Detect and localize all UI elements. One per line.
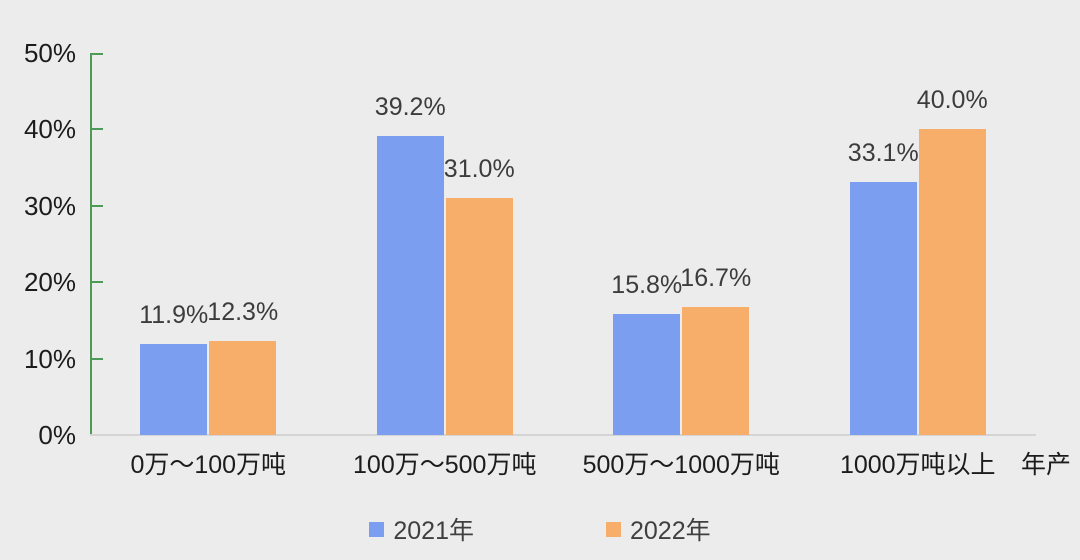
y-axis-tick-label: 30% — [23, 190, 76, 221]
y-axis-tick-label: 40% — [23, 114, 76, 145]
x-axis-label: 0万～100万吨 — [130, 451, 287, 479]
y-axis-tick-label: 10% — [23, 343, 76, 374]
bar-value-label: 12.3% — [207, 298, 279, 327]
bar-s0-c1 — [376, 135, 444, 435]
bar-value-label: 39.2% — [374, 92, 446, 121]
y-axis-tick-label: 20% — [23, 267, 76, 298]
bar-s1-c2 — [682, 307, 750, 435]
bar-s0-c3 — [849, 182, 917, 435]
bar-value-label: 33.1% — [847, 139, 919, 168]
bar-value-label: 31.0% — [443, 155, 515, 184]
legend-label: 2021年 — [393, 517, 474, 545]
y-axis-tick — [92, 204, 103, 207]
y-axis-tick-label: 50% — [23, 38, 76, 68]
y-axis-tick — [92, 128, 103, 131]
y-axis-tick — [92, 281, 103, 284]
y-axis-tick-label: 0% — [38, 420, 76, 450]
bar-value-label: 11.9% — [139, 301, 209, 330]
bar-value-label: 40.0% — [916, 86, 988, 115]
bar-s0-c0 — [140, 344, 208, 435]
bar-value-label: 15.8% — [611, 271, 683, 300]
plot-area: 11.9% 12.3% 39.2% 31.0% 15.8% 16.7% 33.1% 40.0% — [90, 53, 1036, 436]
y-axis-tick — [92, 357, 103, 360]
x-axis-label: 500万～1000万吨 — [582, 451, 780, 479]
x-axis-baseline — [90, 434, 1036, 436]
bar-s1-c0 — [209, 341, 277, 435]
x-axis-title: 年产 — [1021, 451, 1072, 479]
legend-item-2022年: 2022年 — [606, 511, 711, 547]
legend-item-2021年: 2021年 — [369, 511, 474, 547]
x-axis-labels: 0万～100万吨 100万～500万吨 500万～1000万吨 1000万吨以上 — [90, 451, 1036, 483]
y-axis-tick — [92, 53, 103, 55]
x-axis-label: 1000万吨以上 — [839, 451, 996, 479]
y-axis-labels: 0% 10% 20% 30% 40% 50% — [0, 38, 76, 450]
x-axis-label: 100万～500万吨 — [353, 451, 537, 479]
bar-s1-c1 — [445, 198, 513, 435]
bar-s1-c3 — [918, 129, 986, 435]
bar-s0-c2 — [613, 314, 681, 435]
y-axis-line — [90, 53, 92, 435]
legend-swatch — [606, 521, 621, 537]
legend-swatch — [369, 521, 385, 537]
legend: 2021年 2022年 — [0, 511, 1080, 547]
legend-label: 2022年 — [630, 517, 711, 545]
bar-value-label: 16.7% — [680, 264, 752, 293]
